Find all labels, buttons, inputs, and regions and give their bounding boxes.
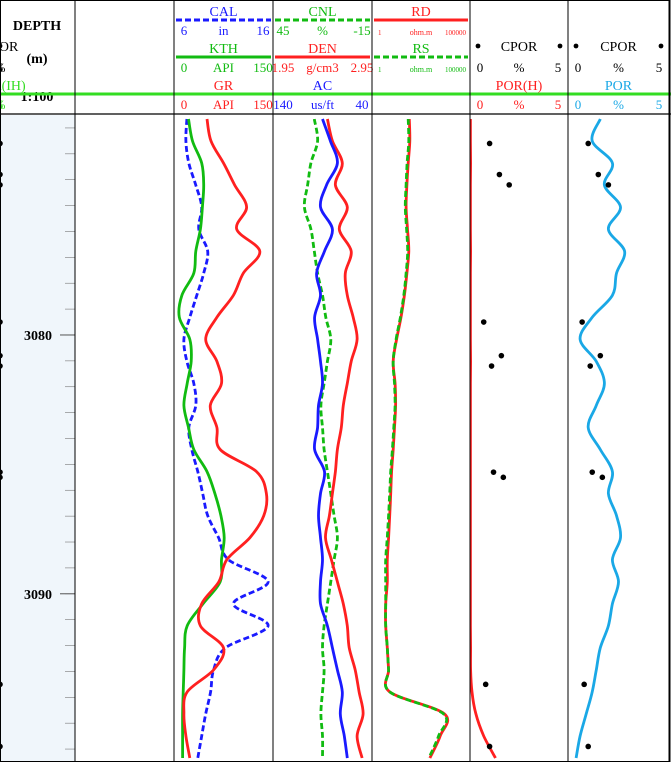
curve-header-min: 0 bbox=[181, 60, 188, 75]
curve-rd-line bbox=[383, 118, 450, 759]
cpor-point bbox=[581, 681, 587, 688]
curve-header-min: 45 bbox=[277, 23, 290, 38]
curve-header-unit: % bbox=[613, 97, 624, 112]
curve-header-max: 5 bbox=[0, 97, 3, 112]
curve-header-min: 1 bbox=[378, 29, 382, 37]
plot-layer: 3080 3090 bbox=[0, 118, 627, 759]
curve-den-line bbox=[324, 118, 365, 759]
cpor-point bbox=[500, 474, 507, 481]
curve-header-unit: ohm.m bbox=[410, 65, 433, 74]
depth-tick-label: 3080 bbox=[24, 329, 52, 344]
depth-unit-label: (m) bbox=[27, 52, 48, 67]
depth-header-label: DEPTH bbox=[13, 19, 61, 34]
curve-porh-line bbox=[470, 119, 497, 759]
cpor-point bbox=[605, 182, 612, 188]
cpor-point bbox=[585, 140, 591, 147]
cpor-point bbox=[599, 474, 606, 481]
curve-header-unit: % bbox=[317, 23, 328, 38]
cpor-point bbox=[486, 743, 493, 750]
cpor-legend-max: 5 bbox=[656, 60, 663, 75]
curve-rs-line bbox=[384, 118, 449, 759]
cpor-point bbox=[597, 352, 604, 359]
cpor-point bbox=[486, 140, 493, 147]
cpor-point bbox=[585, 743, 591, 750]
depth-column-bg bbox=[0, 115, 75, 762]
curve-kth-line bbox=[177, 118, 226, 758]
curve-header-unit: % bbox=[0, 97, 6, 112]
curve-header-name: RD bbox=[411, 5, 430, 20]
cpor-legend-min: 0 bbox=[575, 60, 582, 75]
curve-header-max: 150 bbox=[253, 60, 273, 75]
cpor-point bbox=[490, 469, 497, 475]
cpor-legend-dot-right bbox=[658, 43, 664, 49]
curve-header-unit: % bbox=[514, 97, 525, 112]
curve-header-max: 100000 bbox=[445, 66, 467, 74]
curve-header-unit: ohm.m bbox=[410, 28, 433, 37]
cpor-point bbox=[498, 352, 505, 359]
curve-header-name: DEN bbox=[308, 42, 337, 57]
curve-header-unit: us/ft bbox=[311, 97, 335, 112]
curve-header-name: POR(H) bbox=[496, 79, 543, 94]
curve-header-max: 40 bbox=[356, 97, 369, 112]
curve-header-max: 100000 bbox=[445, 29, 467, 37]
curve-ac-line bbox=[312, 118, 349, 759]
curve-header-min: 140 bbox=[273, 97, 293, 112]
cpor-point bbox=[595, 171, 602, 178]
curve-header-unit: API bbox=[213, 97, 234, 112]
cpor-legend-min: 0 bbox=[477, 60, 484, 75]
curve-por-line bbox=[574, 118, 627, 759]
cpor-legend-dot-right bbox=[557, 43, 563, 49]
curve-header-name: AC bbox=[313, 79, 332, 94]
cpor-legend-dot-left bbox=[475, 43, 481, 49]
cpor-legend-unit: % bbox=[514, 60, 525, 75]
curve-header-name: KTH bbox=[209, 42, 238, 57]
curve-header-min: 0 bbox=[477, 97, 484, 112]
curve-cnl-line bbox=[302, 118, 339, 759]
cpor-point bbox=[488, 363, 495, 369]
curve-header-min: 0 bbox=[575, 97, 582, 112]
cpor-point bbox=[587, 363, 594, 369]
curve-header-unit: API bbox=[213, 60, 234, 75]
cpor-legend-unit: % bbox=[613, 60, 624, 75]
cpor-legend-dot-left bbox=[573, 43, 579, 49]
curve-header-max: 2.95 bbox=[351, 60, 374, 75]
cpor-legend-name: CPOR bbox=[0, 40, 19, 55]
cpor-point bbox=[506, 182, 512, 188]
cpor-legend-name: CPOR bbox=[600, 40, 637, 55]
curve-header-max: -15 bbox=[353, 23, 370, 38]
cpor-legend-max: 5 bbox=[0, 60, 3, 75]
curve-header-max: 5 bbox=[555, 97, 562, 112]
depth-tick-label: 3090 bbox=[24, 588, 52, 603]
curve-header-name: POR(IH) bbox=[0, 79, 26, 94]
curve-header-min: 6 bbox=[181, 23, 188, 38]
cpor-point bbox=[480, 319, 487, 325]
curve-header-name: CAL bbox=[210, 5, 238, 20]
curve-header-min: 0 bbox=[181, 97, 188, 112]
curve-header-max: 5 bbox=[656, 97, 663, 112]
cpor-point bbox=[589, 469, 596, 475]
curve-header-unit: g/cm3 bbox=[306, 60, 339, 75]
curve-header-max: 16 bbox=[257, 23, 271, 38]
cpor-legend-name: CPOR bbox=[501, 40, 538, 55]
cpor-legend-unit: % bbox=[0, 60, 6, 75]
curve-gr-line bbox=[182, 118, 269, 759]
cpor-point bbox=[482, 681, 489, 688]
cpor-point bbox=[579, 319, 585, 325]
curve-header-min: 1.95 bbox=[272, 60, 295, 75]
cpor-legend-max: 5 bbox=[555, 60, 562, 75]
curve-cal-line bbox=[182, 118, 270, 759]
curve-header-name: POR bbox=[605, 79, 633, 94]
curve-header-name: GR bbox=[214, 79, 234, 94]
curve-header-min: 1 bbox=[378, 66, 382, 74]
curve-header-name: RS bbox=[412, 42, 429, 57]
curve-header-max: 150 bbox=[253, 97, 273, 112]
cpor-point bbox=[496, 171, 503, 178]
curve-header-name: CNL bbox=[309, 5, 337, 20]
curve-header-unit: in bbox=[218, 23, 229, 38]
